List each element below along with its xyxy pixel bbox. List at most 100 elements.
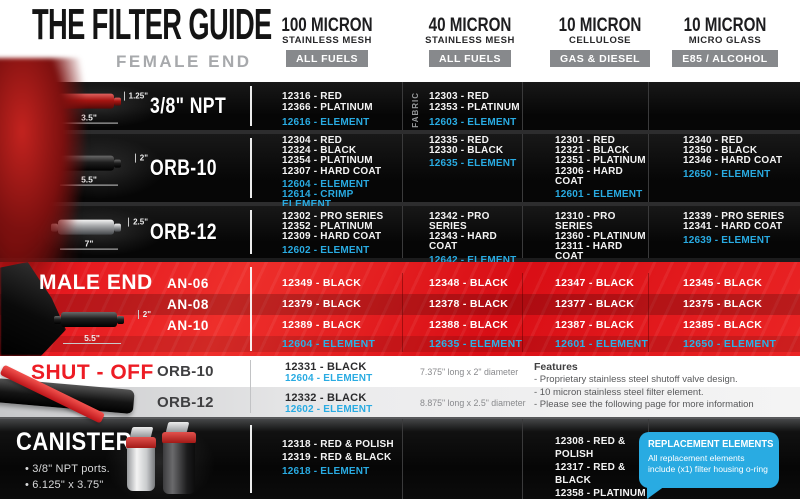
parts-columns: 12349 - BLACK 12348 - BLACK 12347 - BLAC… [252, 273, 800, 294]
parts-columns: 12316 - RED 12366 - PLATINUM 12616 - ELE… [252, 82, 800, 130]
port-label: AN-06 [167, 276, 210, 291]
red-cap [162, 432, 196, 444]
elements-list: 12650 - ELEMENT [683, 168, 771, 180]
cell-40-micron: 12335 - RED 12330 - BLACK 12635 - ELEMEN… [402, 134, 522, 202]
part-number: 12377 - BLACK [522, 294, 648, 315]
canister-section: CANISTER • 3/8" NPT ports. • 6.125" x 3.… [0, 417, 800, 499]
parts-columns: 12302 - PRO SERIES 12352 - PLATINUM 1230… [252, 206, 800, 276]
parts-list: 12303 - RED 12353 - PLATINUM [429, 91, 520, 113]
cell-100-micron: 12304 - RED 12324 - BLACK 12354 - PLATIN… [252, 134, 402, 209]
inline-filter-illustration [51, 93, 121, 109]
parts-columns: 12604 - ELEMENT 12635 - ELEMENT 12601 - … [252, 336, 800, 352]
element-number: 12604 - ELEMENT [285, 373, 373, 384]
part-number: 12331 - BLACK [285, 361, 367, 373]
female-row-3-8-npt: 1.25" 3.5" 3/8" NPT 12316 - RED 12366 - … [0, 82, 800, 134]
element-number: 12604 - ELEMENT [282, 338, 376, 350]
filter-diagram: 1.25" 3.5" [51, 86, 148, 124]
row-label-zone: 2" 5.5" ORB-10 [0, 134, 252, 202]
parts-list: 12316 - RED 12366 - PLATINUM [282, 91, 373, 113]
shut-off-title: SHUT - OFF [31, 361, 154, 384]
row-label-zone: 1.25" 3.5" 3/8" NPT [0, 82, 252, 130]
female-row-orb-10: 2" 5.5" ORB-10 12304 - RED 12324 - BLACK… [0, 134, 800, 210]
label-divider-line [250, 360, 251, 413]
element-number: 12602 - ELEMENT [285, 404, 373, 415]
media-label: STAINLESS MESH [425, 35, 515, 46]
parts-list: 12310 - PRO SERIES 12360 - PLATINUM 1231… [555, 211, 646, 262]
parts-list: 12301 - RED 12321 - BLACK 12351 - PLATIN… [555, 135, 646, 187]
row-label-zone: AN-08 [0, 294, 252, 315]
fuel-badge: GAS & DIESEL [549, 50, 651, 67]
parts-columns: 12318 - RED & POLISH 12319 - RED & BLACK… [252, 419, 800, 499]
micron-label: 10 MICRON [683, 15, 767, 36]
label-divider-line [250, 425, 252, 493]
cell-40-micron: 12342 - PRO SERIES 12343 - HARD COAT 126… [402, 206, 522, 266]
inline-filter-illustration [51, 155, 121, 171]
replacement-text: All replacement elements include (x1) fi… [648, 453, 768, 474]
filter-diagram: 2" 5.5" [51, 148, 148, 186]
part-number: 12348 - BLACK [402, 273, 522, 294]
parts-columns: 12379 - BLACK 12378 - BLACK 12377 - BLAC… [252, 294, 800, 315]
male-row-an-06: AN-06 12349 - BLACK 12348 - BLACK 12347 … [0, 273, 800, 294]
page-title: THE FILTER GUIDE [32, 0, 272, 49]
cell-100-micron: 12302 - PRO SERIES 12352 - PLATINUM 1230… [252, 206, 402, 258]
diameter-dimension-label: 2" [134, 153, 148, 163]
media-label: CELLULOSE [568, 35, 632, 46]
fuel-badge: ALL FUELS [285, 50, 369, 67]
parts-list: 12342 - PRO SERIES 12343 - HARD COAT [429, 211, 497, 252]
media-label: STAINLESS MESH [282, 35, 372, 46]
label-divider-line [250, 86, 252, 126]
port-label: ORB-12 [150, 219, 217, 244]
element-number: 12601 - ELEMENT [522, 336, 648, 352]
part-number: 12349 - BLACK [282, 277, 362, 289]
label-divider-line [250, 210, 252, 254]
label-divider-line [250, 267, 252, 351]
cell-10-micron-cellulose: 12310 - PRO SERIES 12360 - PLATINUM 1231… [522, 206, 648, 276]
filter-diagram: 2" 5.5" [54, 304, 151, 344]
element-number: 12635 - ELEMENT [402, 336, 522, 352]
shutoff-valve-photo [0, 362, 154, 424]
port-label: ORB-10 [150, 155, 217, 180]
port-label: AN-08 [167, 297, 210, 312]
part-number: 12378 - BLACK [402, 294, 522, 315]
length-dimension-label: 5.5" [60, 175, 118, 186]
parts-list: 12302 - PRO SERIES 12352 - PLATINUM 1230… [282, 211, 384, 242]
parts-list: 12340 - RED 12350 - BLACK 12346 - HARD C… [683, 135, 783, 167]
diameter-dimension-label: 1.25" [123, 91, 148, 101]
cell-100-micron: 12316 - RED 12366 - PLATINUM 12616 - ELE… [252, 82, 402, 130]
media-label: MICRO GLASS [688, 35, 762, 46]
part-number: 12345 - BLACK [648, 273, 800, 294]
column-header-10-micron-cellulose: 10 MICRON CELLULOSE GAS & DIESEL [525, 16, 675, 67]
elements-list: 12604 - ELEMENT 12614 - CRIMP ELEMENT [282, 178, 370, 211]
part-number: 12375 - BLACK [648, 294, 800, 315]
part-number: 12389 - BLACK [282, 319, 362, 331]
features-list: - Proprietary stainless steel shutoff va… [534, 374, 754, 410]
fuel-badge: E85 / ALCOHOL [672, 50, 778, 67]
section-label-female-end: FEMALE END [116, 52, 252, 71]
header: THE FILTER GUIDE FEMALE END 100 MICRON S… [0, 0, 800, 82]
row-label-zone: 2.5" 7" ORB-12 [0, 206, 252, 258]
micron-label: 40 MICRON [428, 15, 512, 36]
replacement-title: REPLACEMENT ELEMENTS [648, 439, 774, 450]
part-number: 12387 - BLACK [522, 315, 648, 336]
elements-list: 12603 - ELEMENT [429, 117, 517, 128]
port-label: ORB-12 [157, 394, 214, 411]
port-label: AN-10 [167, 318, 210, 333]
male-elements-row: 12604 - ELEMENT 12635 - ELEMENT 12601 - … [0, 336, 800, 352]
part-number: 12347 - BLACK [522, 273, 648, 294]
cell-10-micron-cellulose [522, 82, 648, 130]
element-number: 12650 - ELEMENT [648, 336, 800, 352]
length-dimension-label: 5.5" [63, 333, 121, 344]
canister-title: CANISTER [16, 428, 132, 456]
canister-photo-polished [126, 427, 156, 491]
canister-body [127, 448, 155, 491]
female-row-orb-12: 2.5" 7" ORB-12 12302 - PRO SERIES 12352 … [0, 206, 800, 276]
elements-list: 12601 - ELEMENT [555, 189, 643, 201]
parts-list: 12304 - RED 12324 - BLACK 12354 - PLATIN… [282, 135, 382, 177]
micron-label: 100 MICRON [281, 15, 373, 36]
shut-off-section: SHUT - OFF ORB-10 ORB-12 12331 - BLACK 1… [0, 356, 800, 424]
canister-body [163, 443, 195, 494]
part-number: 12332 - BLACK [285, 392, 367, 404]
size-spec: 8.875" long x 2.5" diameter [420, 398, 526, 408]
filter-diagram: 2.5" 7" [51, 212, 148, 250]
